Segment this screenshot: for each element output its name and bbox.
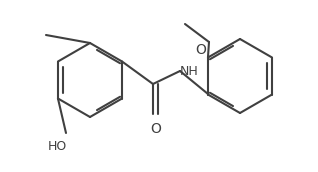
Text: NH: NH bbox=[180, 64, 199, 78]
Text: O: O bbox=[195, 43, 206, 57]
Text: O: O bbox=[150, 122, 162, 136]
Text: HO: HO bbox=[47, 140, 67, 153]
